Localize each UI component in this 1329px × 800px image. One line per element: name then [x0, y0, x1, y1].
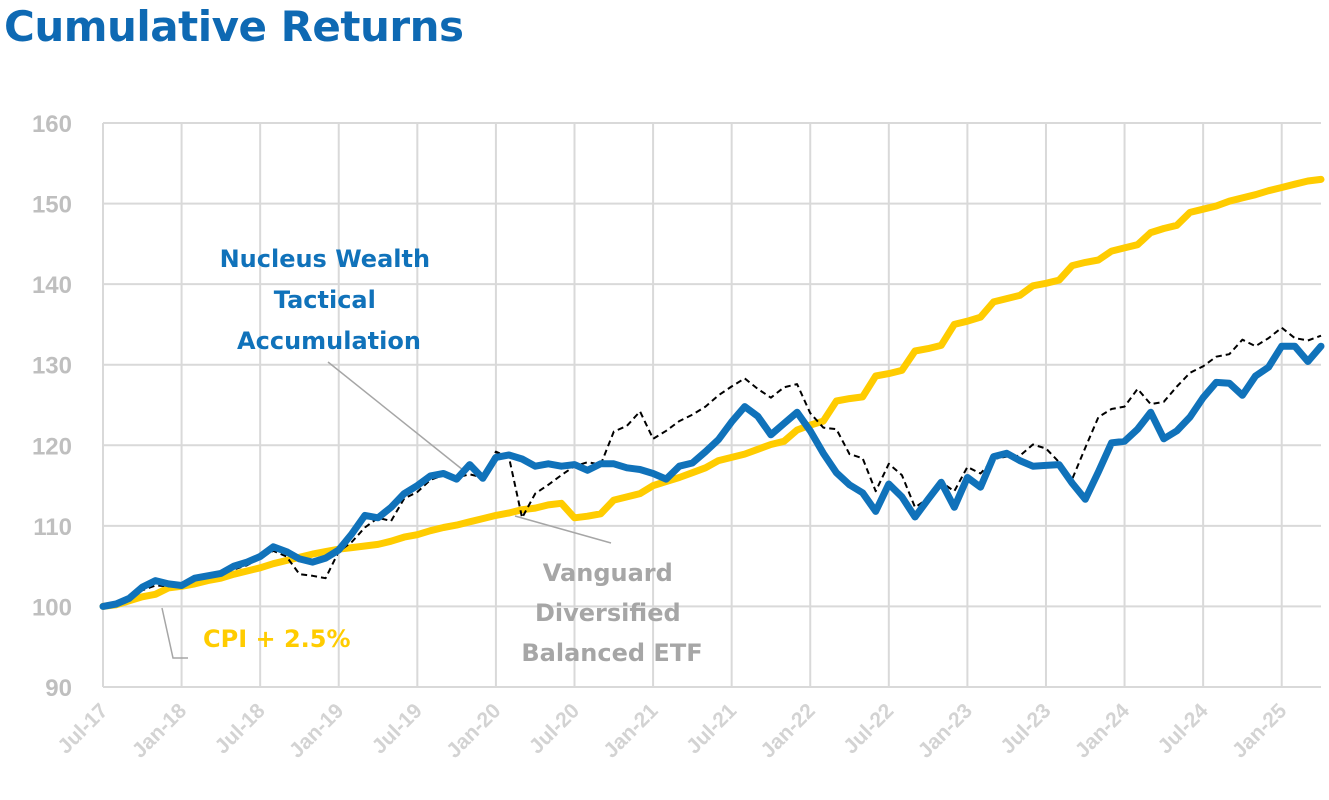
- vanguard-leader-line: [514, 515, 612, 544]
- nucleus-annotation-line: Accumulation: [237, 327, 421, 355]
- gridlines: [102, 122, 1321, 688]
- annotation-leader-lines: [161, 361, 612, 659]
- x-tick-label: Jul-20: [525, 699, 584, 758]
- series-annotations: Nucleus Wealth Tactical Accumulation Van…: [203, 245, 703, 667]
- vanguard-annotation: Vanguard Diversified Balanced ETF: [521, 559, 702, 667]
- y-tick-label: 100: [32, 594, 72, 621]
- y-tick-label: 90: [45, 675, 72, 702]
- x-tick-label: Jan-24: [1071, 699, 1135, 763]
- x-tick-label: Jul-24: [1153, 699, 1212, 758]
- x-tick-label: Jan-25: [1228, 699, 1292, 763]
- series-lines: [99, 175, 1325, 610]
- chart-title: Cumulative Returns: [4, 2, 464, 51]
- nucleus-series-line: [99, 342, 1325, 610]
- x-tick-label: Jul-21: [682, 699, 741, 758]
- x-tick-label: Jan-22: [756, 699, 819, 762]
- nucleus-annotation: Nucleus Wealth Tactical Accumulation: [220, 245, 439, 355]
- vanguard-annotation-line: Vanguard: [543, 559, 673, 587]
- y-axis-ticks: 90 100 110 120 130 140 150 160: [32, 111, 72, 702]
- y-tick-label: 110: [33, 514, 72, 541]
- x-tick-label: Jul-23: [996, 699, 1055, 758]
- x-tick-label: Jan-19: [285, 699, 348, 762]
- x-axis-ticks: Jul-17 Jan-18 Jul-18 Jan-19 Jul-19 Jan-20 Jul-…: [53, 699, 1291, 763]
- vanguard-annotation-line: Balanced ETF: [521, 639, 702, 667]
- x-tick-label: Jul-19: [368, 699, 427, 758]
- vanguard-annotation-line: Diversified: [535, 599, 681, 627]
- x-tick-label: Jan-18: [128, 699, 192, 763]
- cpi-series-line: [99, 175, 1325, 610]
- nucleus-annotation-line: Nucleus Wealth: [220, 245, 431, 273]
- y-tick-label: 150: [32, 192, 72, 219]
- vanguard-series-line: [102, 326, 1322, 608]
- x-tick-label: Jul-18: [211, 699, 270, 758]
- y-tick-label: 130: [32, 353, 72, 380]
- x-tick-label: Jan-23: [914, 699, 977, 762]
- nucleus-annotation-line: Tactical: [274, 286, 376, 314]
- x-tick-label: Jul-17: [53, 699, 112, 758]
- x-tick-label: Jan-21: [599, 699, 663, 763]
- cpi-annotation: CPI + 2.5%: [203, 625, 351, 653]
- nucleus-leader-line: [327, 361, 464, 471]
- y-tick-label: 120: [32, 433, 72, 460]
- x-tick-label: Jan-20: [442, 699, 505, 762]
- x-tick-label: Jul-22: [839, 699, 898, 758]
- cpi-leader-line: [161, 607, 188, 659]
- y-tick-label: 140: [32, 272, 72, 299]
- y-tick-label: 160: [32, 111, 72, 138]
